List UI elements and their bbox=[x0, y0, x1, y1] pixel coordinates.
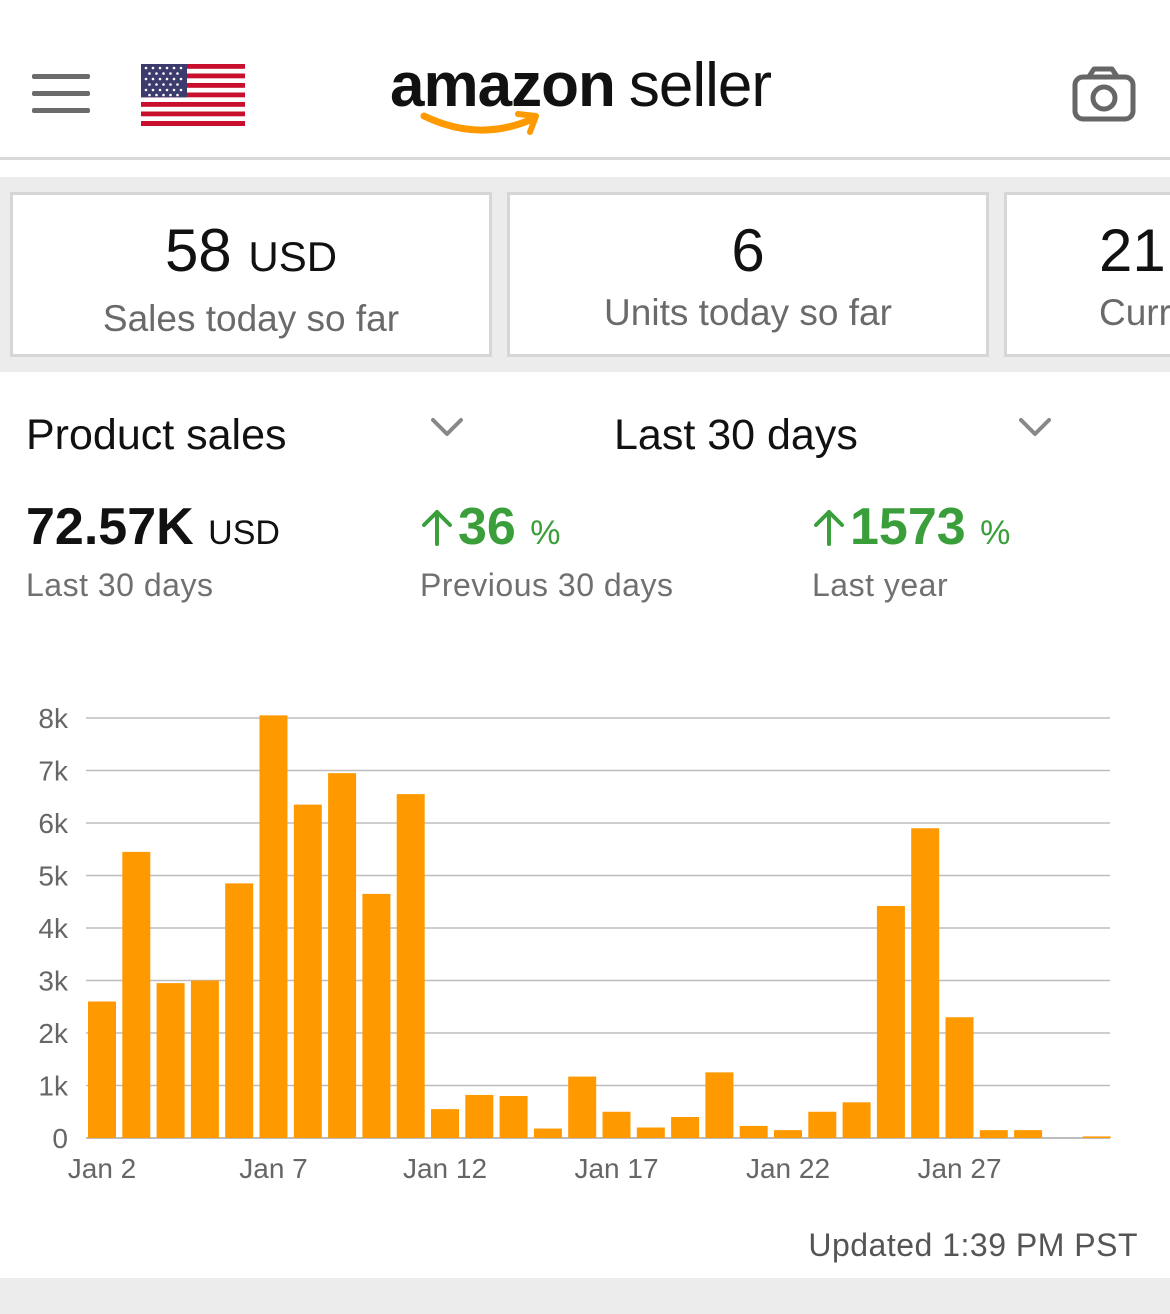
x-tick-label: Jan 22 bbox=[746, 1153, 830, 1184]
sales-bar-chart: 0 1k 2k 3k 4k 5k 6k 7k 8k Jan 2 Jan 7 Jan 12 Jan 17 J… bbox=[38, 703, 1111, 1184]
kpi-card-partial[interactable]: 21. Curr bbox=[1004, 192, 1170, 357]
bar-jan-22 bbox=[774, 1130, 802, 1138]
chevron-down-icon bbox=[431, 418, 463, 436]
bar-jan-14 bbox=[499, 1096, 528, 1138]
bar-jan-26 bbox=[911, 828, 940, 1138]
bar-jan-8 bbox=[293, 804, 322, 1138]
bar-jan-10 bbox=[362, 893, 391, 1138]
x-tick-label: Jan 27 bbox=[917, 1153, 1001, 1184]
y-tick-label: 0 bbox=[52, 1123, 68, 1154]
stat-label: Last year bbox=[812, 567, 949, 603]
bar-jan-29 bbox=[1014, 1130, 1043, 1138]
kpi-label: Units today so far bbox=[604, 292, 892, 333]
bar-jan-24 bbox=[842, 1102, 871, 1138]
logo-word-seller: seller bbox=[628, 51, 772, 120]
bar-jan-15 bbox=[533, 1128, 562, 1138]
updated-timestamp: Updated 1:39 PM PST bbox=[808, 1227, 1138, 1263]
bar-jan-27 bbox=[945, 1017, 974, 1138]
y-tick-label: 8k bbox=[38, 703, 69, 734]
bar-jan-21 bbox=[739, 1125, 768, 1138]
kpi-label: Sales today so far bbox=[102, 298, 400, 339]
footer-band bbox=[0, 1278, 1170, 1314]
hamburger-menu-icon[interactable] bbox=[32, 74, 90, 114]
kpi-carousel[interactable]: 58 USD Sales today so far 6 Units today … bbox=[0, 177, 1170, 372]
bar-jan-6 bbox=[225, 883, 254, 1138]
bar-jan-18 bbox=[636, 1127, 665, 1138]
amazon-seller-logo: amazon seller bbox=[390, 50, 790, 145]
bar-jan-17 bbox=[602, 1111, 631, 1138]
bar-jan-16 bbox=[568, 1076, 597, 1138]
us-flag-icon[interactable] bbox=[141, 64, 245, 126]
kpi-value: 58 USD bbox=[164, 217, 338, 284]
x-tick-label: Jan 12 bbox=[403, 1153, 487, 1184]
arrow-up-icon bbox=[814, 510, 844, 546]
bar-jan-20 bbox=[705, 1072, 734, 1138]
y-tick-label: 2k bbox=[38, 1018, 69, 1049]
bar-jan-23 bbox=[808, 1111, 837, 1138]
x-tick-label: Jan 17 bbox=[574, 1153, 658, 1184]
bar-jan-2 bbox=[88, 1001, 116, 1138]
bar-jan-13 bbox=[465, 1094, 494, 1138]
date-range-dropdown[interactable]: Last 30 days bbox=[614, 404, 1054, 464]
date-range-dropdown-label: Last 30 days bbox=[614, 411, 858, 459]
camera-icon[interactable] bbox=[1072, 66, 1136, 122]
stat-unit: % bbox=[980, 514, 1011, 552]
x-tick-label: Jan 7 bbox=[239, 1153, 308, 1184]
bar-jan-3 bbox=[122, 851, 151, 1138]
kpi-unit: USD bbox=[248, 233, 338, 280]
amazon-smile-icon bbox=[420, 111, 539, 135]
bar-jan-9 bbox=[328, 773, 357, 1138]
stat-unit: USD bbox=[208, 514, 280, 552]
bar-jan-5 bbox=[190, 980, 219, 1138]
stat-label: Last 30 days bbox=[26, 567, 214, 603]
arrow-up-icon bbox=[422, 510, 452, 546]
bar-jan-31 bbox=[1082, 1136, 1111, 1138]
y-tick-label: 6k bbox=[38, 808, 69, 839]
stat-label: Previous 30 days bbox=[420, 567, 674, 603]
bar-jan-11 bbox=[396, 794, 425, 1138]
stat-value: 36 % bbox=[420, 498, 673, 562]
kpi-card-units-today[interactable]: 6 Units today so far bbox=[507, 192, 989, 357]
y-tick-label: 1k bbox=[38, 1071, 69, 1102]
y-tick-label: 5k bbox=[38, 861, 69, 892]
metric-dropdown-label: Product sales bbox=[26, 411, 287, 459]
bar-jan-4 bbox=[156, 983, 185, 1138]
logo-word-amazon: amazon bbox=[390, 51, 616, 120]
y-tick-label: 7k bbox=[38, 756, 69, 787]
chevron-down-icon bbox=[1019, 418, 1051, 436]
stat-vs-previous: 36 % Previous 30 days bbox=[420, 498, 673, 604]
stat-vs-last-year: 1573 % Last year bbox=[812, 498, 1010, 604]
bar-jan-28 bbox=[979, 1130, 1008, 1138]
bar-jan-7 bbox=[259, 715, 288, 1138]
app-header: amazon seller bbox=[0, 0, 1170, 160]
y-tick-label: 3k bbox=[38, 966, 69, 997]
kpi-value: 21. bbox=[1099, 217, 1170, 284]
stat-value: 72.57K USD bbox=[26, 498, 280, 556]
y-tick-label: 4k bbox=[38, 913, 69, 944]
x-tick-label: Jan 2 bbox=[68, 1153, 137, 1184]
bar-jan-12 bbox=[431, 1109, 459, 1138]
stat-value: 1573 % bbox=[812, 498, 1010, 562]
metric-dropdown[interactable]: Product sales bbox=[26, 404, 472, 464]
kpi-value: 6 bbox=[731, 217, 765, 284]
kpi-label: Curr bbox=[1099, 292, 1170, 333]
bar-jan-19 bbox=[671, 1117, 700, 1138]
bar-jan-25 bbox=[876, 905, 905, 1138]
stat-unit: % bbox=[530, 514, 561, 552]
stat-total-sales: 72.57K USD Last 30 days bbox=[26, 498, 280, 604]
kpi-card-sales-today[interactable]: 58 USD Sales today so far bbox=[10, 192, 492, 357]
